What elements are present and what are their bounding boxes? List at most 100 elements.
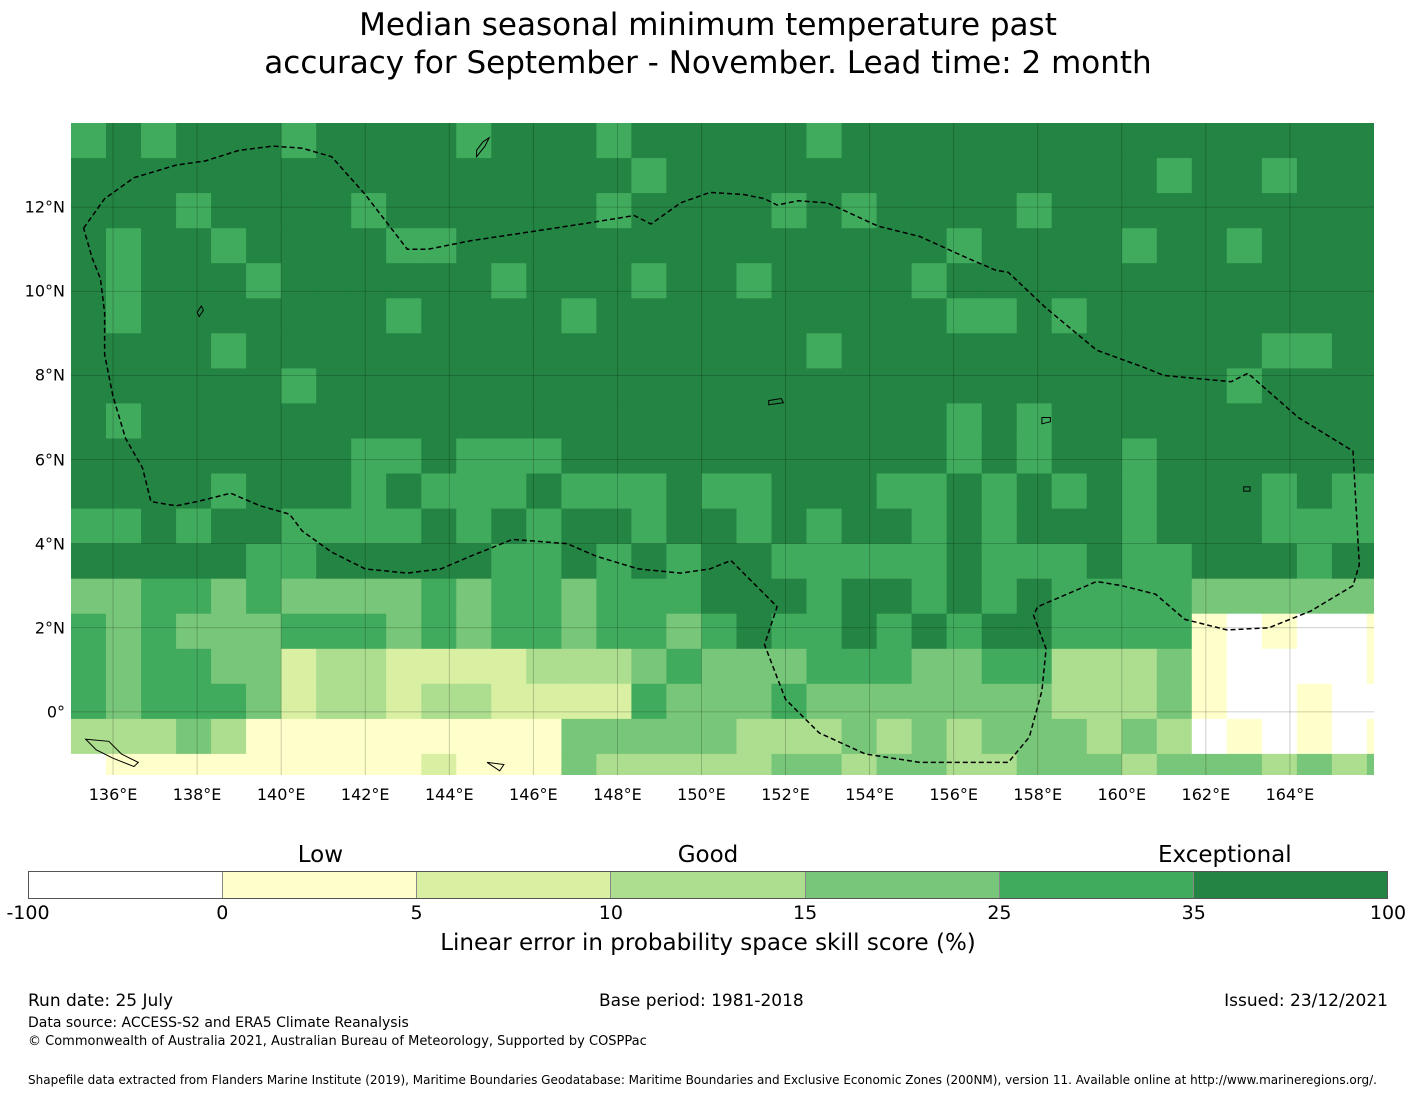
skill-cell [106, 578, 142, 615]
skill-cell [141, 298, 177, 334]
colorbar-category-word: Exceptional [1157, 842, 1292, 868]
skill-cell [456, 438, 492, 475]
skill-cell [806, 298, 843, 334]
skill-cell [631, 578, 667, 615]
skill-cell [561, 368, 597, 405]
skill-cell [316, 543, 352, 580]
skill-cell [1156, 683, 1193, 720]
skill-cell [841, 403, 878, 440]
skill-cell [281, 508, 317, 545]
skill-cell [1296, 578, 1333, 615]
skill-cell [1051, 578, 1088, 615]
skill-cell [1121, 508, 1158, 545]
skill-cell [456, 613, 492, 650]
skill-cell [141, 123, 177, 159]
skill-cell [876, 438, 913, 475]
skill-cell [596, 368, 632, 405]
skill-cell [981, 578, 1018, 615]
skill-cell [1366, 263, 1374, 299]
skill-cell [386, 648, 422, 685]
skill-cell [141, 158, 177, 194]
skill-cell [176, 193, 212, 229]
skill-cell [491, 263, 527, 299]
skill-cell [1156, 228, 1193, 264]
shapefile-credit: Shapefile data extracted from Flanders M… [28, 1073, 1377, 1087]
skill-cell [841, 298, 878, 334]
skill-cell [981, 403, 1018, 440]
skill-cell [911, 123, 948, 159]
skill-cell [1051, 333, 1088, 369]
skill-cell [1261, 613, 1298, 650]
skill-cell [526, 753, 562, 775]
skill-cell [1016, 613, 1053, 650]
skill-cell [526, 298, 562, 334]
skill-cell [981, 228, 1018, 264]
skill-cell [1156, 578, 1193, 615]
skill-cell [1226, 298, 1263, 334]
longitude-tick-label: 150°E [677, 785, 726, 804]
skill-cell [876, 508, 913, 545]
skill-cell [211, 333, 247, 369]
skill-cell [1226, 753, 1263, 775]
skill-cell [1366, 473, 1374, 510]
skill-cell [981, 473, 1018, 510]
skill-cell [1016, 158, 1053, 194]
skill-cell [806, 438, 843, 475]
skill-cell [1296, 263, 1333, 299]
skill-cell [71, 438, 107, 475]
skill-cell [1156, 403, 1193, 440]
skill-cell [1121, 543, 1158, 580]
skill-cell [946, 403, 983, 440]
skill-cell [1156, 753, 1193, 775]
skill-cell [666, 753, 702, 775]
skill-cell [876, 648, 913, 685]
skill-cell [876, 753, 913, 775]
island-outline [1243, 486, 1251, 492]
skill-cell [911, 648, 948, 685]
skill-cell [1331, 683, 1368, 720]
skill-cell [246, 648, 282, 685]
skill-cell [71, 403, 107, 440]
skill-cell [316, 123, 352, 159]
skill-cell [701, 298, 738, 334]
skill-cell [1086, 683, 1123, 720]
skill-cell [491, 718, 527, 755]
skill-cell [1331, 718, 1368, 755]
skill-cell [946, 298, 983, 334]
skill-cell [1331, 403, 1368, 440]
island-outline [1041, 417, 1051, 425]
skill-cell [1366, 543, 1374, 580]
skill-cell [1051, 438, 1088, 475]
skill-cell [1121, 753, 1158, 775]
skill-cell [281, 438, 317, 475]
skill-cell [736, 368, 773, 405]
skill-cell [351, 648, 387, 685]
skill-cell [491, 613, 527, 650]
skill-cell [911, 368, 948, 405]
skill-cell [1086, 158, 1123, 194]
skill-cell [1016, 193, 1053, 229]
skill-cell [876, 333, 913, 369]
colorbar-segment [999, 872, 1194, 898]
skill-cell [666, 333, 702, 369]
skill-cell [141, 718, 177, 755]
skill-cell [841, 613, 878, 650]
skill-cell [1016, 263, 1053, 299]
skill-cell [316, 193, 352, 229]
skill-cell [1226, 193, 1263, 229]
skill-cell [106, 158, 142, 194]
skill-cell [736, 333, 773, 369]
skill-cell [631, 718, 667, 755]
skill-cell [246, 473, 282, 510]
skill-cell [1331, 123, 1368, 159]
skill-cell [491, 578, 527, 615]
longitude-tick-label: 146°E [509, 785, 558, 804]
skill-cell [1296, 333, 1333, 369]
skill-cell [1226, 368, 1263, 405]
skill-cell [246, 158, 282, 194]
skill-cell [1226, 123, 1263, 159]
skill-cell [386, 158, 422, 194]
skill-cell [596, 263, 632, 299]
skill-cell [701, 263, 738, 299]
skill-cell [981, 368, 1018, 405]
